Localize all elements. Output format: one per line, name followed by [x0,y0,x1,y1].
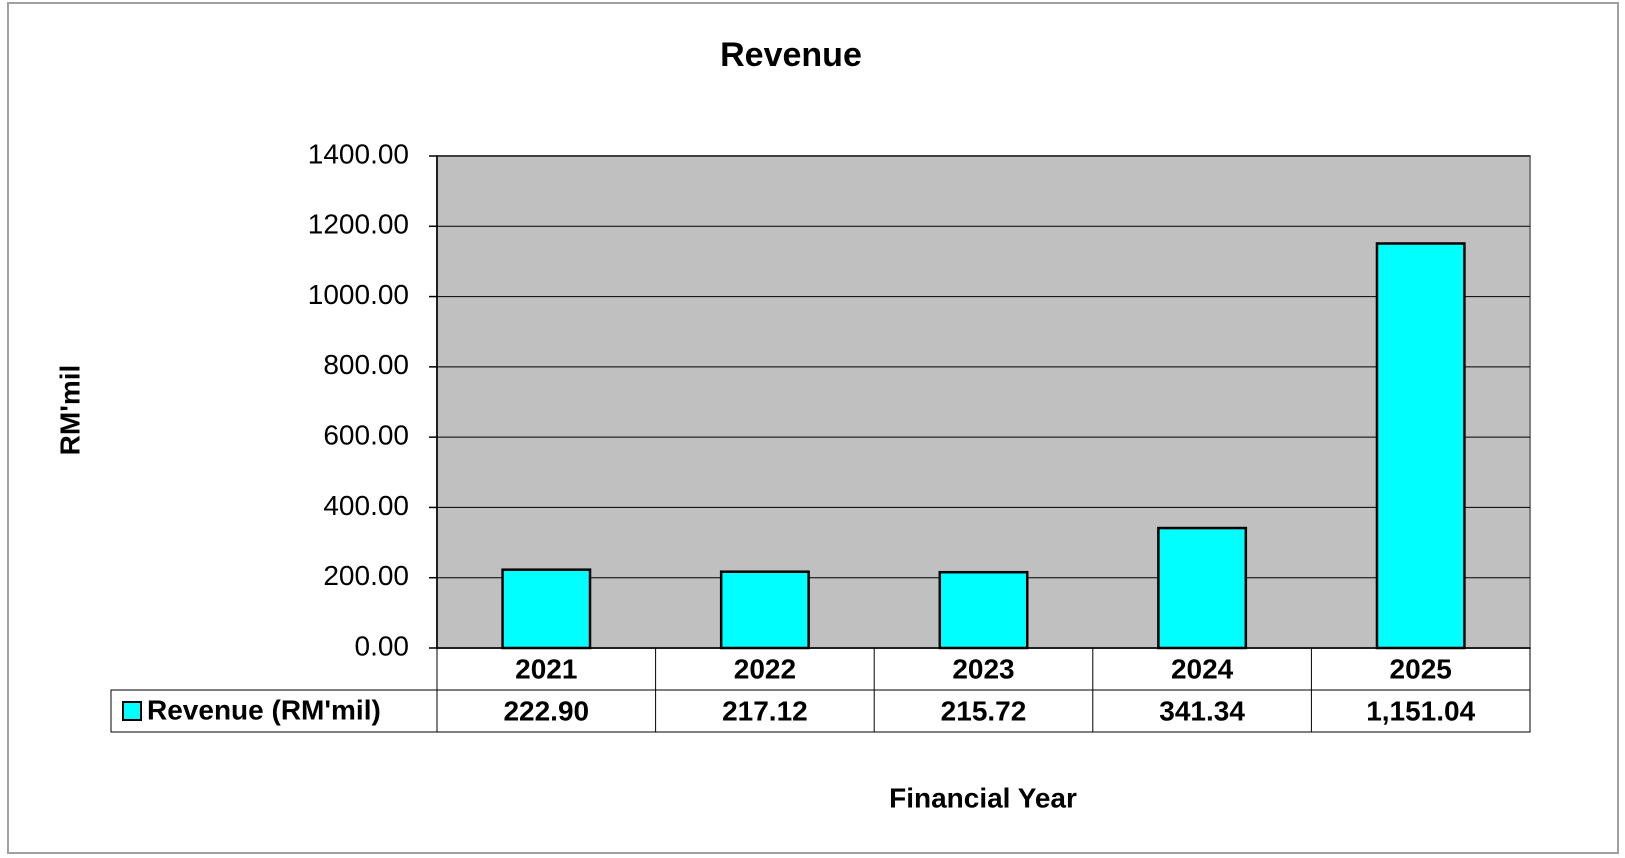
y-tick-label: 800.00 [323,349,409,380]
x-tick-label: 2021 [515,653,577,684]
bar [719,570,810,650]
y-tick-label: 200.00 [323,560,409,591]
y-tick-label: 1400.00 [308,138,409,169]
x-axis-title: Financial Year [889,782,1077,813]
data-label: 215.72 [941,695,1027,726]
data-label: 222.90 [503,695,589,726]
data-label: 1,151.04 [1366,695,1475,726]
y-axis-title: RM'mil [54,365,85,456]
legend-label: Revenue (RM'mil) [147,694,381,725]
data-label: 341.34 [1159,695,1245,726]
data-table-row [110,689,1531,733]
plot-area [436,155,1531,649]
x-tick-label: 2024 [1171,653,1234,684]
legend-swatch [122,701,142,721]
x-tick-label: 2023 [952,653,1014,684]
y-tick-label: 1000.00 [308,279,409,310]
x-tick-label: 2022 [734,653,796,684]
bar [938,570,1029,650]
y-tick-label: 1200.00 [308,209,409,240]
x-tick-label: 2025 [1390,653,1452,684]
y-tick-label: 0.00 [355,630,410,661]
bar [1375,242,1466,650]
y-tick-label: 400.00 [323,490,409,521]
bar [1157,526,1248,650]
chart-title: Revenue [720,36,862,74]
data-label: 217.12 [722,695,808,726]
bar [501,568,592,650]
y-tick-label: 600.00 [323,420,409,451]
